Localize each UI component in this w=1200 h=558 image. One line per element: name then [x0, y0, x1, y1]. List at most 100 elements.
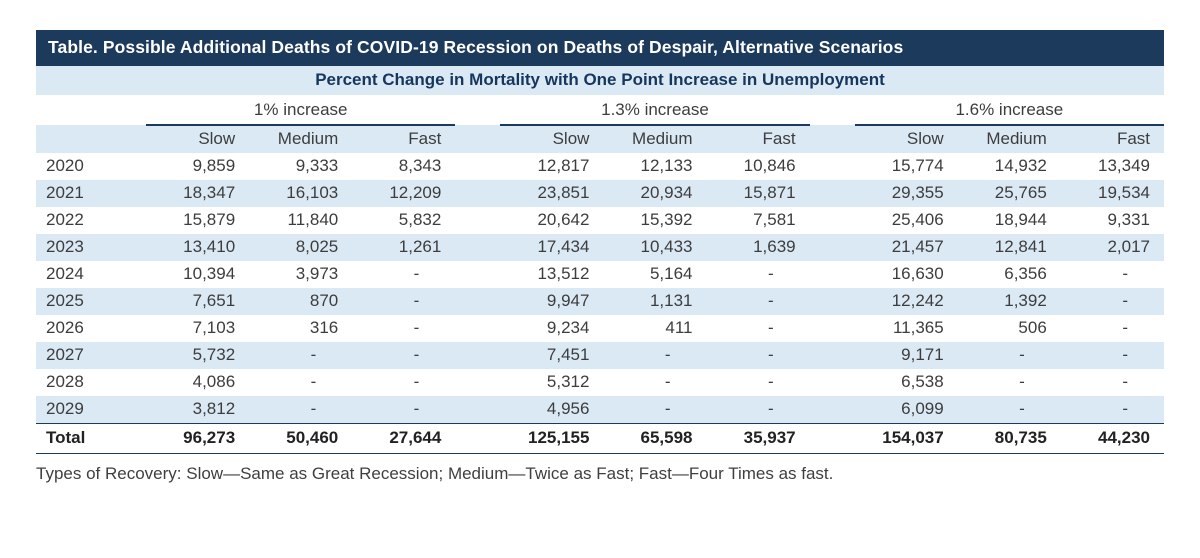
row-label: 2024 [46, 264, 84, 283]
value-cell: 15,392 [640, 210, 693, 229]
table-subtitle: Percent Change in Mortality with One Poi… [36, 66, 1164, 95]
spacer-cell [455, 207, 500, 234]
spacer-cell [810, 396, 855, 424]
value-cell: - [1122, 264, 1128, 283]
column-header-medium: Medium [632, 129, 693, 148]
value-cell: 12,209 [389, 183, 442, 202]
value-cell: 411 [665, 318, 693, 337]
value-cell: - [413, 264, 420, 283]
value-cell: 21,457 [891, 237, 944, 256]
value-cell: 44,230 [1060, 423, 1164, 454]
value-cell: - [1122, 345, 1128, 364]
value-cell: - [1122, 372, 1128, 391]
row-label: 2025 [46, 291, 84, 310]
spacer-cell [455, 369, 500, 396]
value-cell: 7,581 [753, 210, 796, 229]
row-label: 2020 [46, 156, 84, 175]
value-cell: - [767, 291, 774, 310]
value-cell: 10,846 [743, 156, 796, 175]
value-cell: - [664, 399, 671, 418]
group-header-1-6-percent: 1.6% increase [854, 95, 1164, 126]
row-label: Total [36, 423, 147, 454]
value-cell: 10,433 [640, 237, 693, 256]
corner-cell [36, 125, 146, 153]
table-row-2025: 2025 7,651 870 - 9,947 1,131 - 12,242 1,392 - [36, 288, 1164, 315]
value-cell: 13,410 [183, 237, 236, 256]
table-row-2024: 2024 10,394 3,973 - 13,512 5,164 - 16,630 6,356 - [36, 261, 1164, 288]
column-header-slow: Slow [552, 129, 590, 148]
spacer-cell [455, 342, 500, 369]
table-row-2020: 2020 9,859 9,333 8,343 12,817 12,133 10,846 15,… [36, 153, 1164, 180]
table-container: Table. Possible Additional Deaths of COV… [36, 30, 1164, 484]
row-label: 2026 [46, 318, 84, 337]
value-cell: 80,735 [957, 423, 1061, 454]
value-cell: 9,947 [546, 291, 590, 310]
value-cell: 506 [1018, 318, 1047, 337]
value-cell: 9,234 [546, 318, 590, 337]
table-row-2027: 2027 5,732 - - 7,451 - - 9,171 - - [36, 342, 1164, 369]
value-cell: 1,261 [398, 237, 442, 256]
value-cell: 8,343 [398, 156, 442, 175]
value-cell: 2,017 [1107, 237, 1150, 256]
corner-cell [36, 95, 147, 125]
value-cell: 4,956 [546, 399, 590, 418]
value-cell: 15,774 [891, 156, 944, 175]
table-row-2021: 2021 18,347 16,103 12,209 23,851 20,934 15,871… [36, 180, 1164, 207]
value-cell: - [413, 318, 420, 337]
value-cell: 13,349 [1098, 156, 1150, 175]
value-cell: 12,242 [891, 291, 944, 310]
spacer-cell [809, 95, 855, 125]
value-cell: 11,365 [892, 318, 944, 337]
value-cell: 9,333 [295, 156, 339, 175]
row-label: 2027 [46, 345, 84, 364]
value-cell: 8,025 [295, 237, 339, 256]
value-cell: 65,598 [603, 423, 707, 454]
value-cell: - [310, 345, 317, 364]
spacer-cell [455, 180, 500, 207]
value-cell: 125,155 [500, 423, 604, 454]
value-cell: - [413, 345, 420, 364]
group-header-row: 1% increase 1.3% increase 1.6% increase [36, 95, 1164, 126]
value-cell: - [310, 372, 317, 391]
value-cell: - [1019, 372, 1025, 391]
table-row-2023: 2023 13,410 8,025 1,261 17,434 10,433 1,639 21,… [36, 234, 1164, 261]
table-row-2029: 2029 3,812 - - 4,956 - - 6,099 - - [36, 396, 1164, 424]
value-cell: 6,356 [1004, 264, 1047, 283]
value-cell: 1,392 [1004, 291, 1047, 310]
value-cell: - [1122, 399, 1128, 418]
spacer-cell [810, 207, 855, 234]
value-cell: 16,103 [286, 183, 339, 202]
value-cell: - [664, 345, 671, 364]
value-cell: 27,644 [352, 423, 456, 454]
value-cell: 15,871 [743, 183, 796, 202]
value-cell: 15,879 [183, 210, 236, 229]
value-cell: 3,812 [192, 399, 236, 418]
value-cell: - [767, 318, 774, 337]
value-cell: 12,133 [640, 156, 693, 175]
value-cell: 17,434 [537, 237, 590, 256]
value-cell: 154,037 [854, 423, 958, 454]
spacer-cell [455, 423, 501, 454]
value-cell: 5,164 [649, 264, 693, 283]
value-cell: 4,086 [192, 372, 236, 391]
column-header-fast: Fast [408, 129, 442, 148]
value-cell: 35,937 [706, 423, 810, 454]
table-body: 2020 9,859 9,333 8,343 12,817 12,133 10,846 15,… [36, 153, 1164, 454]
total-row: Total 96,273 50,460 27,644 125,155 65,598 35,9… [36, 423, 1164, 454]
value-cell: - [1019, 399, 1025, 418]
value-cell: 1,639 [753, 237, 796, 256]
column-header-fast: Fast [1116, 129, 1150, 148]
value-cell: 316 [309, 318, 339, 337]
spacer-cell [810, 288, 855, 315]
value-cell: 13,512 [537, 264, 590, 283]
column-header-slow: Slow [198, 129, 236, 148]
value-cell: 19,534 [1098, 183, 1150, 202]
column-header-medium: Medium [986, 129, 1047, 148]
column-header-slow: Slow [906, 129, 944, 148]
spacer-cell [810, 125, 855, 153]
value-cell: - [413, 291, 420, 310]
row-label: 2029 [46, 399, 84, 418]
value-cell: 16,630 [891, 264, 944, 283]
spacer-cell [810, 180, 855, 207]
value-cell: 6,099 [901, 399, 944, 418]
